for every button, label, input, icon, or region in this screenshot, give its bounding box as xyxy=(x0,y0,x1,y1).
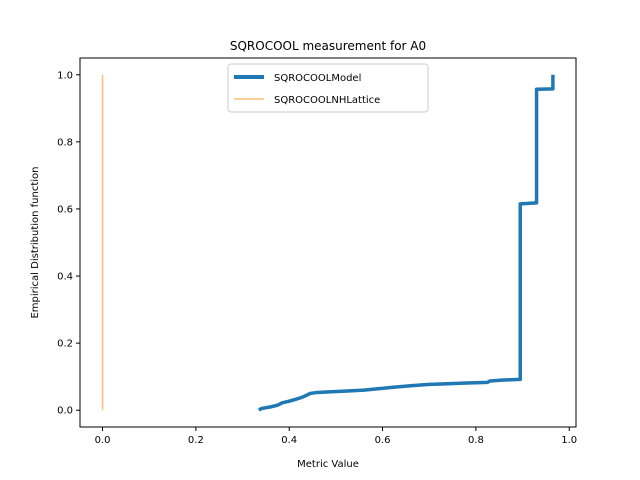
x-tick-label: 0.2 xyxy=(188,435,204,446)
y-tick-label: 0.2 xyxy=(57,339,73,350)
series-layer xyxy=(101,74,555,412)
y-axis-ticks: 0.0 0.2 0.4 0.6 0.8 1.0 xyxy=(57,70,80,417)
x-tick-label: 0.6 xyxy=(375,435,391,446)
y-tick-label: 1.0 xyxy=(57,70,73,81)
x-tick-label: 0.0 xyxy=(95,435,111,446)
legend-label-sqrocoolmodel: SQROCOOLModel xyxy=(274,73,361,84)
legend-label-sqrocoolnhlattice: SQROCOOLNHLattice xyxy=(274,95,380,106)
y-tick-label: 0.6 xyxy=(57,204,73,215)
x-axis-ticks: 0.0 0.2 0.4 0.6 0.8 1.0 xyxy=(95,427,577,446)
x-axis-label: Metric Value xyxy=(297,459,359,470)
x-tick-label: 0.8 xyxy=(468,435,484,446)
legend-box xyxy=(227,63,429,113)
x-tick-label: 0.4 xyxy=(281,435,297,446)
y-tick-label: 0.4 xyxy=(57,272,73,283)
legend: SQROCOOLModel SQROCOOLNHLattice xyxy=(227,63,429,113)
axes-frame xyxy=(79,57,577,428)
y-tick-label: 0.8 xyxy=(57,137,73,148)
series-line-sqrocoolmodel xyxy=(257,74,555,412)
x-tick-label: 1.0 xyxy=(561,435,577,446)
chart-title: SQROCOOL measurement for A0 xyxy=(230,39,426,53)
y-tick-label: 0.0 xyxy=(57,406,73,417)
y-axis-label: Empirical Distribution function xyxy=(30,166,41,318)
